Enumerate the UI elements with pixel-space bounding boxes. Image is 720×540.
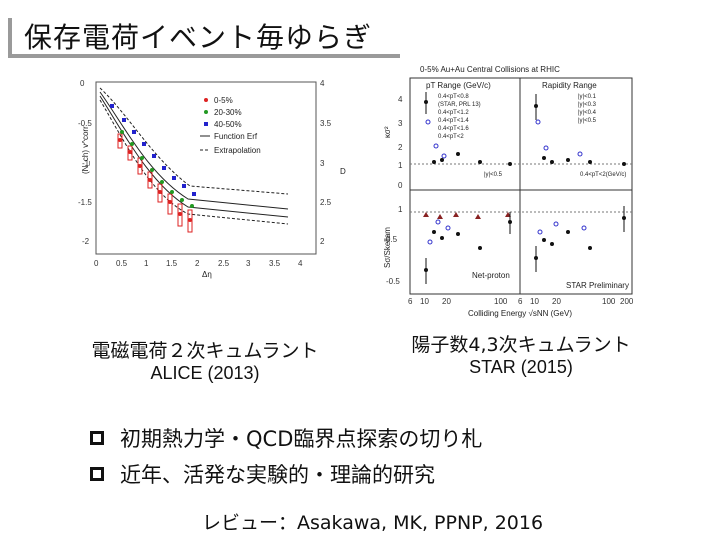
star-legend-left-4: 0.4<pT<1.6 — [438, 126, 469, 132]
caption-left-source: ALICE (2013) — [150, 363, 260, 383]
svg-text:2.5: 2.5 — [218, 259, 230, 268]
svg-text:-0.5: -0.5 — [78, 119, 92, 128]
svg-text:4: 4 — [398, 95, 403, 104]
square-bullet-icon — [90, 431, 104, 445]
star-legend-left-2: 0.4<pT<1.2 — [438, 110, 469, 116]
svg-text:3: 3 — [246, 259, 251, 268]
star-panel-label-preliminary: STAR Preliminary — [566, 281, 629, 290]
star-legend-left-5: 0.4<pT<2 — [438, 134, 464, 140]
svg-text:(N_ch) v^corr: (N_ch) v^corr — [81, 126, 90, 174]
legend-40-50: 40-50% — [214, 120, 242, 129]
star-note-left: |y|<0.5 — [484, 172, 503, 178]
alice-figure: 0 -0.5 -1 -1.5 -2 4 3.5 3 2.5 2 D (N_ch)… — [78, 74, 356, 280]
svg-text:1.5: 1.5 — [166, 259, 178, 268]
slide-title: 保存電荷イベント毎ゆらぎ — [24, 21, 373, 54]
svg-text:200: 200 — [620, 297, 634, 306]
svg-text:3: 3 — [320, 159, 325, 168]
title-underline — [8, 54, 400, 58]
bullet-item: 初期熱力学・QCD臨界点探索の切り札 — [90, 420, 482, 456]
caption-left: 電磁電荷２次キュムラント ALICE (2013) — [70, 336, 340, 384]
bullet-list: 初期熱力学・QCD臨界点探索の切り札 近年、活発な実験的・理論的研究 — [90, 420, 482, 492]
svg-text:0.5: 0.5 — [116, 259, 128, 268]
caption-right: 陽子数4,3次キュムラント STAR (2015) — [380, 330, 662, 378]
svg-text:1: 1 — [398, 205, 403, 214]
star-legend-right-0: |y|<0.1 — [578, 94, 597, 100]
legend-0-5: 0-5% — [214, 96, 233, 105]
review-reference: レビュー：Asakawa, MK, PPNP, 2016 — [202, 512, 544, 534]
caption-right-title: 陽子数4,3次キュムラント — [411, 334, 631, 356]
star-ylabel-bottom: Sσ/Skellam — [383, 227, 392, 268]
star-legend-right-1: |y|<0.3 — [578, 102, 597, 108]
star-legend-right-3: |y|<0.5 — [578, 118, 597, 124]
svg-text:10: 10 — [530, 297, 539, 306]
star-xlabel: Colliding Energy √sNN (GeV) — [468, 309, 572, 318]
star-panel-label-netproton: Net-proton — [472, 271, 510, 280]
star-figure: 0-5% Au+Au Central Collisions at RHIC 4 3… — [380, 62, 650, 322]
svg-text:3.5: 3.5 — [269, 259, 281, 268]
star-header: 0-5% Au+Au Central Collisions at RHIC — [420, 65, 560, 74]
legend-function-erf: Function Erf — [214, 132, 258, 141]
star-legend-right-2: |y|<0.4 — [578, 110, 597, 116]
svg-text:-2: -2 — [82, 237, 90, 246]
star-legend-left-3: 0.4<pT<1.4 — [438, 118, 469, 124]
svg-text:6: 6 — [518, 297, 523, 306]
svg-text:0: 0 — [80, 79, 85, 88]
svg-text:20: 20 — [442, 297, 451, 306]
svg-text:0: 0 — [94, 259, 99, 268]
svg-text:100: 100 — [494, 297, 508, 306]
caption-left-title: 電磁電荷２次キュムラント — [91, 340, 319, 362]
star-legend-left-1: (STAR, PRL 13) — [438, 102, 481, 108]
svg-text:0: 0 — [398, 181, 403, 190]
svg-text:6: 6 — [408, 297, 413, 306]
svg-text:100: 100 — [602, 297, 616, 306]
legend-20-30: 20-30% — [214, 108, 242, 117]
svg-text:20: 20 — [552, 297, 561, 306]
bullet-text: 初期熱力学・QCD臨界点探索の切り札 — [120, 427, 483, 451]
svg-text:-1: -1 — [82, 159, 90, 168]
star-ylabel-top: κσ² — [383, 126, 392, 138]
star-note-right: 0.4<pT<2(GeV/c) — [580, 172, 626, 178]
title-accent-bar — [8, 18, 12, 58]
legend-extrapolation: Extrapolation — [214, 146, 261, 155]
svg-text:4: 4 — [320, 79, 325, 88]
svg-text:4: 4 — [298, 259, 303, 268]
svg-text:1: 1 — [144, 259, 149, 268]
star-legend-right-title: Rapidity Range — [542, 81, 597, 90]
svg-text:0.5: 0.5 — [386, 235, 398, 244]
svg-text:10: 10 — [420, 297, 429, 306]
svg-text:-1.5: -1.5 — [78, 198, 92, 207]
svg-text:-0.5: -0.5 — [386, 277, 400, 286]
star-legend-left-0: 0.4<pT<0.8 — [438, 94, 469, 100]
square-bullet-icon — [90, 467, 104, 481]
svg-text:2: 2 — [398, 143, 403, 152]
svg-text:2: 2 — [195, 259, 200, 268]
svg-text:3: 3 — [398, 119, 403, 128]
svg-text:2: 2 — [320, 237, 325, 246]
svg-text:1: 1 — [398, 161, 403, 170]
caption-right-source: STAR (2015) — [469, 357, 573, 377]
bullet-text: 近年、活発な実験的・理論的研究 — [120, 463, 435, 487]
star-legend-left-title: pT Range (GeV/c) — [426, 81, 491, 90]
svg-text:3.5: 3.5 — [320, 119, 332, 128]
right-axis-label: D — [340, 167, 346, 176]
bullet-item: 近年、活発な実験的・理論的研究 — [90, 456, 482, 492]
svg-text:2.5: 2.5 — [320, 198, 332, 207]
left-xlabel: Δη — [202, 270, 212, 279]
